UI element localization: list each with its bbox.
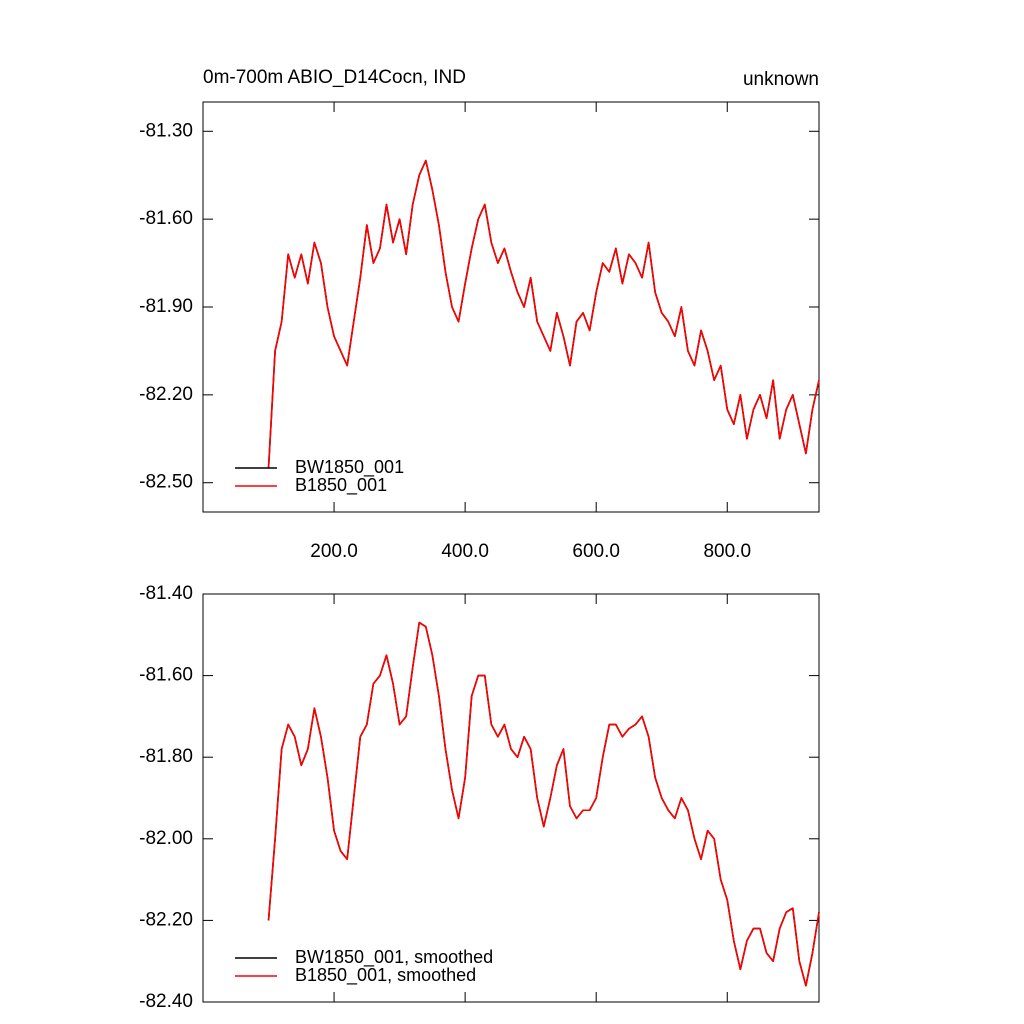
series-line: [267, 159, 820, 469]
y-tick-label: -82.00: [139, 828, 193, 849]
y-tick-label: -82.20: [139, 909, 193, 930]
legend-label: B1850_001: [295, 475, 387, 496]
chart-title: 0m-700m ABIO_D14Cocn, IND: [203, 67, 466, 88]
x-tick-label: 800.0: [703, 541, 751, 562]
x-tick-label: 200.0: [310, 541, 358, 562]
chart-subtitle: unknown: [743, 69, 819, 90]
y-tick-label: -81.90: [139, 296, 193, 317]
y-tick-label: -82.20: [139, 384, 193, 405]
legend-label: BW1850_001: [295, 457, 404, 478]
y-tick-label: -81.80: [139, 746, 193, 767]
y-tick-label: -81.60: [139, 665, 193, 686]
series-line: [267, 621, 820, 987]
y-tick-label: -81.60: [139, 208, 193, 229]
legend-label: B1850_001, smoothed: [295, 965, 476, 986]
y-tick-label: -82.40: [139, 991, 193, 1012]
series-line: [267, 159, 820, 469]
y-tick-label: -81.40: [139, 583, 193, 604]
plot-frame: [202, 101, 820, 513]
x-tick-label: 600.0: [572, 541, 620, 562]
x-tick-label: 400.0: [441, 541, 489, 562]
y-tick-label: -82.50: [139, 472, 193, 493]
legend-label: BW1850_001, smoothed: [295, 947, 493, 968]
series-line: [267, 621, 820, 987]
plot-frame: [202, 593, 820, 1003]
y-tick-label: -81.30: [139, 120, 193, 141]
